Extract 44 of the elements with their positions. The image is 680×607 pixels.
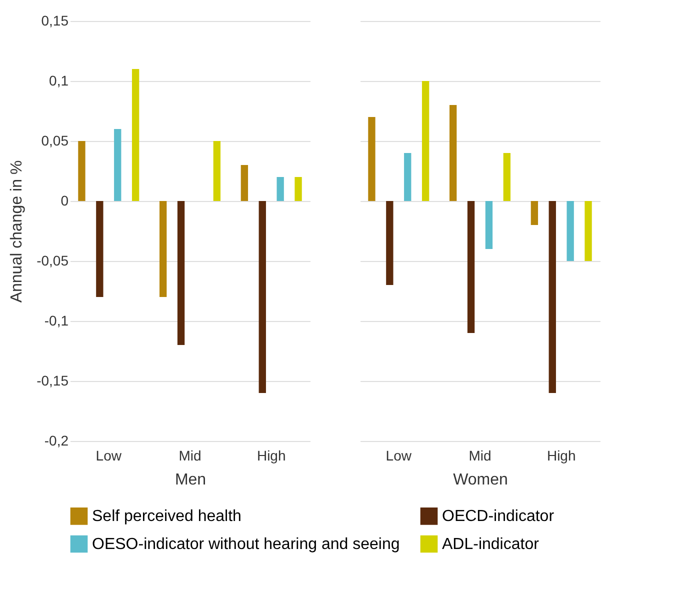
bar bbox=[584, 201, 592, 261]
y-tick-label: -0,1 bbox=[44, 312, 69, 328]
bar bbox=[159, 201, 167, 297]
y-tick-label: 0,15 bbox=[41, 12, 69, 28]
bar bbox=[276, 177, 284, 201]
bar bbox=[548, 201, 556, 393]
y-axis-title: Annual change in % bbox=[8, 160, 26, 303]
x-axis-title: Women bbox=[453, 472, 508, 488]
x-tick-label: Low bbox=[386, 448, 412, 464]
x-tick-label: Mid bbox=[178, 448, 202, 464]
x-tick-label: High bbox=[546, 448, 576, 464]
bar bbox=[132, 69, 140, 201]
bar bbox=[386, 201, 394, 285]
legend-label: Self perceived health bbox=[92, 508, 242, 526]
y-tick-label: -0,15 bbox=[36, 372, 69, 388]
bar bbox=[213, 141, 221, 201]
bar bbox=[503, 153, 511, 201]
y-tick-label: -0,2 bbox=[44, 432, 69, 448]
bar bbox=[368, 117, 376, 201]
bar bbox=[467, 201, 475, 333]
legend-label: OECD-indicator bbox=[442, 508, 555, 526]
bar bbox=[485, 201, 493, 249]
bar bbox=[114, 129, 122, 201]
bar bbox=[96, 201, 104, 297]
y-tick-label: 0 bbox=[60, 192, 69, 208]
bar bbox=[78, 141, 86, 201]
y-tick-label: -0,05 bbox=[36, 252, 69, 268]
y-tick-label: 0,1 bbox=[49, 72, 69, 88]
x-axis-title: Men bbox=[174, 472, 206, 488]
bar bbox=[177, 201, 185, 345]
x-tick-label: Low bbox=[96, 448, 122, 464]
bar bbox=[294, 177, 302, 201]
legend-label: OESO-indicator without hearing and seeing bbox=[92, 536, 400, 553]
bar bbox=[240, 165, 248, 201]
bar bbox=[422, 81, 430, 201]
x-tick-label: Mid bbox=[468, 448, 492, 464]
bar bbox=[566, 201, 574, 261]
x-tick-label: High bbox=[256, 448, 286, 464]
bar bbox=[530, 201, 538, 225]
bar bbox=[449, 105, 457, 201]
bar bbox=[404, 153, 412, 201]
bar bbox=[258, 201, 266, 393]
legend-label: ADL-indicator bbox=[442, 536, 540, 553]
y-tick-label: 0,05 bbox=[41, 132, 69, 148]
